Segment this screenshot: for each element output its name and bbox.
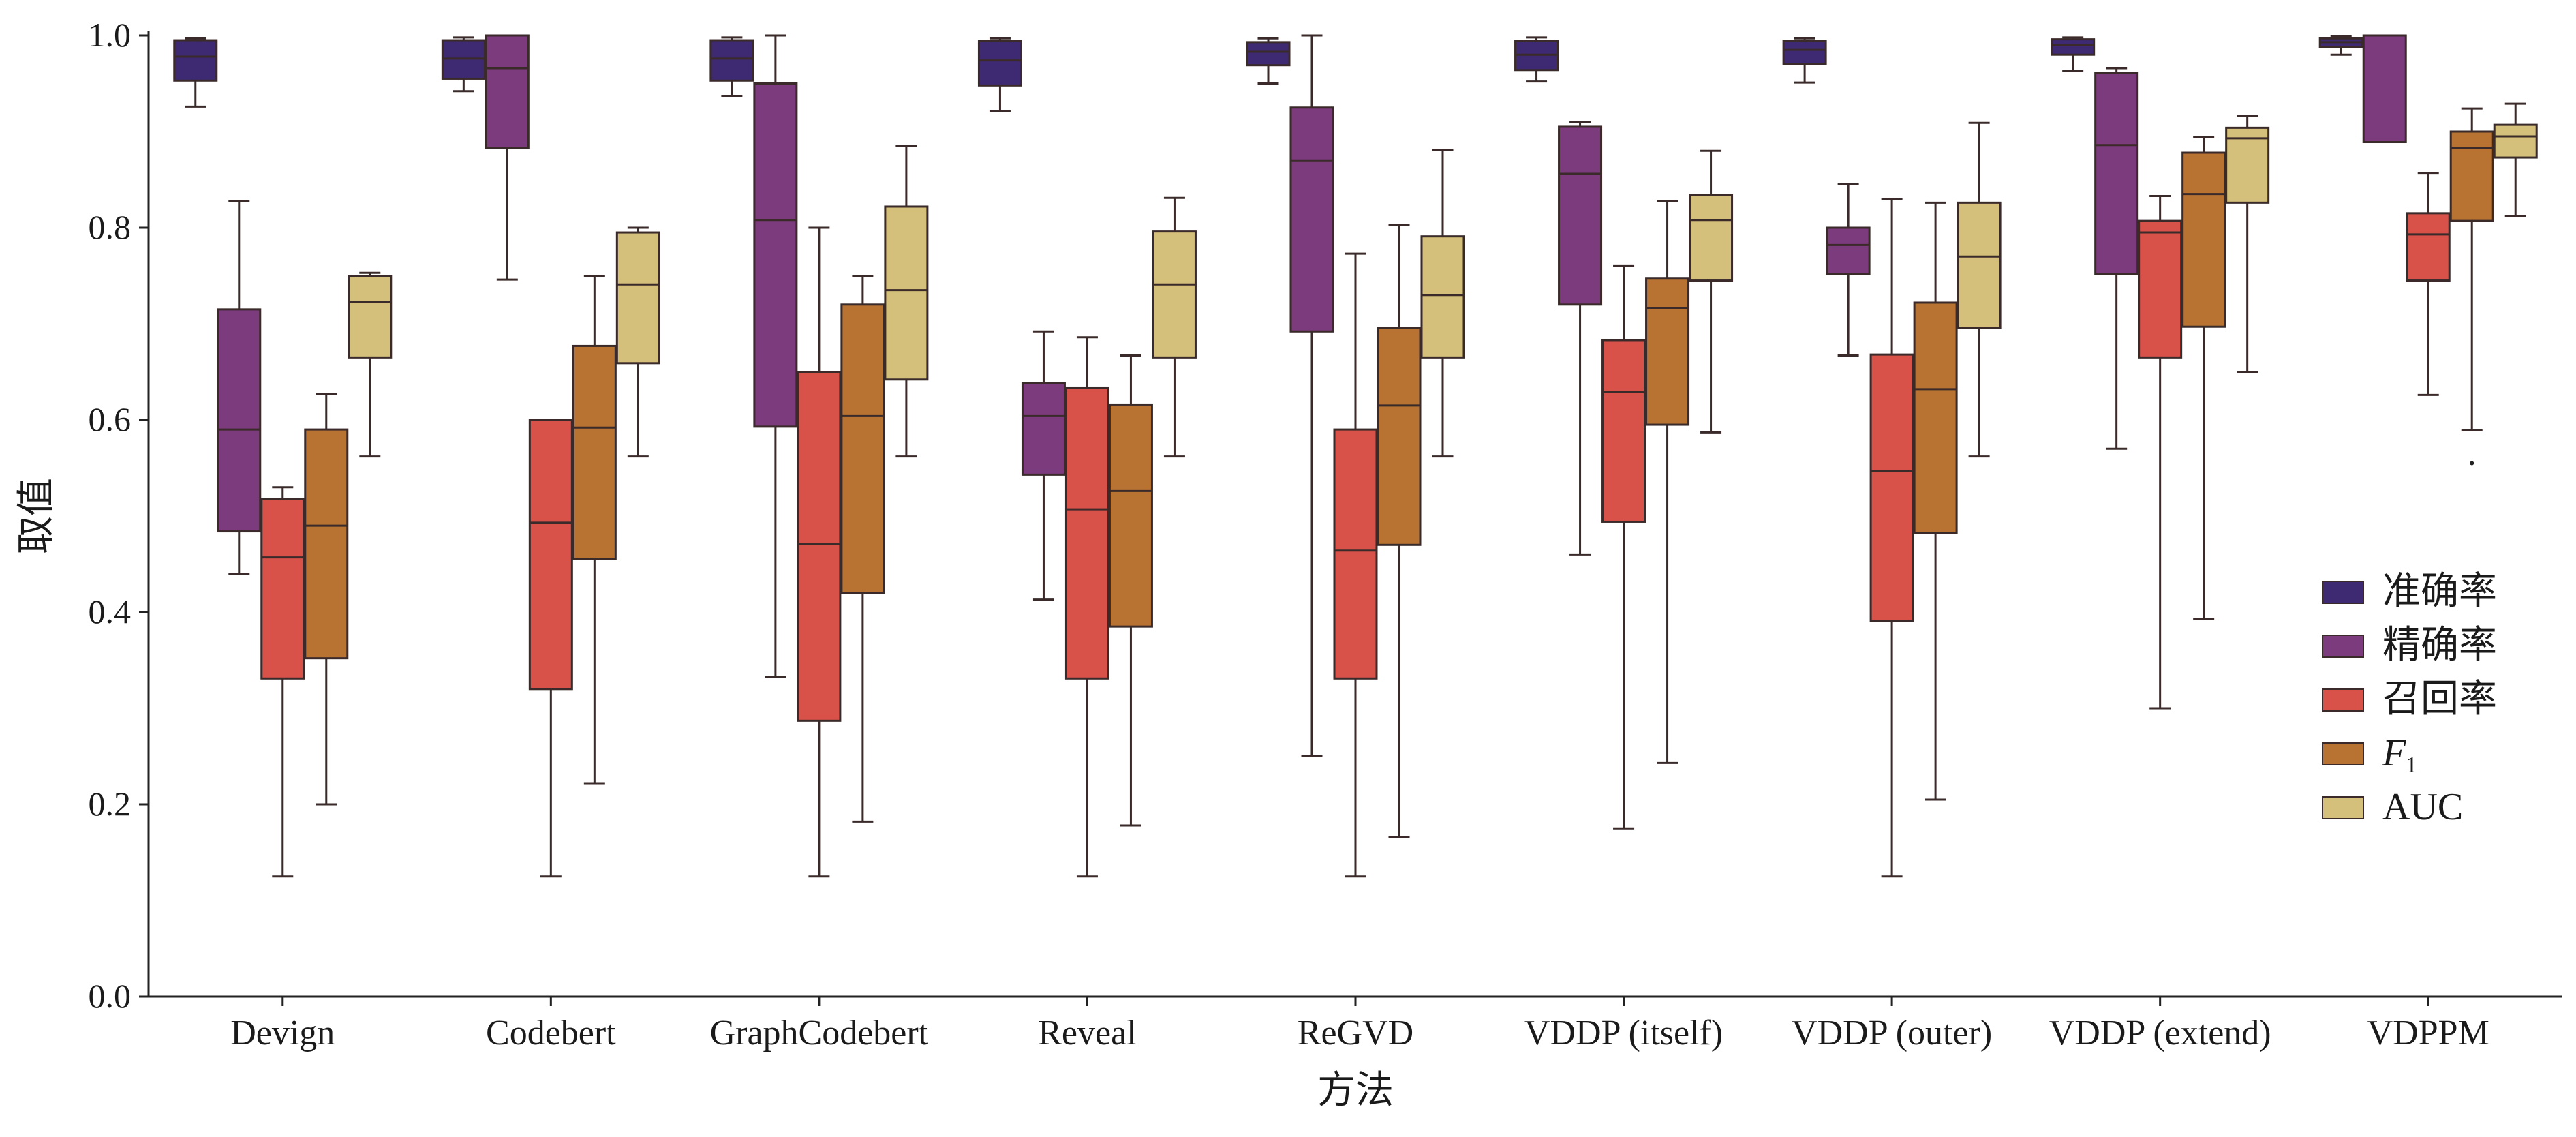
box-召回率 xyxy=(1333,428,1378,680)
x-tick-label: Devign xyxy=(230,1014,335,1052)
x-tick-label: GraphCodebert xyxy=(710,1014,929,1052)
box-精确率 xyxy=(1826,226,1871,275)
box-精确率 xyxy=(2362,34,2407,144)
box-精确率 xyxy=(485,34,530,149)
box-AUC xyxy=(884,205,929,381)
box-F1 xyxy=(572,344,617,560)
box-召回率 xyxy=(1869,353,1914,622)
legend-label: 召回率 xyxy=(2382,678,2497,721)
box-召回率 xyxy=(1064,386,1109,680)
box-召回率 xyxy=(1601,339,1646,523)
box-F1 xyxy=(304,428,349,660)
box-AUC xyxy=(2493,123,2538,159)
box-AUC xyxy=(1957,201,2002,329)
legend-swatch xyxy=(2322,635,2364,658)
x-tick-label: VDDP (extend) xyxy=(2049,1014,2271,1052)
box-准确率 xyxy=(1246,41,1291,67)
legend-swatch xyxy=(2322,742,2364,765)
x-tick-label: Reveal xyxy=(1038,1014,1136,1052)
box-准确率 xyxy=(1782,40,1827,65)
box-F1 xyxy=(840,303,885,594)
legend-label: AUC xyxy=(2382,786,2463,828)
box-AUC xyxy=(348,275,393,359)
box-召回率 xyxy=(797,371,842,722)
box-outlier xyxy=(2470,461,2474,466)
box-F1 xyxy=(1108,403,1153,628)
box-准确率 xyxy=(2051,38,2096,56)
legend-swatch xyxy=(2322,688,2364,712)
y-tick-label: 0.6 xyxy=(89,400,132,438)
box-准确率 xyxy=(173,39,218,82)
y-axis-label: 取值 xyxy=(16,478,58,554)
box-召回率 xyxy=(528,419,573,691)
box-召回率 xyxy=(2138,219,2183,359)
legend-label: 精确率 xyxy=(2382,624,2497,667)
box-AUC xyxy=(1152,230,1197,359)
y-tick-label: 0.4 xyxy=(89,592,132,631)
box-准确率 xyxy=(709,39,754,82)
box-F1 xyxy=(2181,151,2226,328)
box-精确率 xyxy=(1021,382,1066,476)
box-精确率 xyxy=(1558,125,1603,306)
box-AUC xyxy=(1420,235,1465,359)
box-召回率 xyxy=(260,498,305,680)
x-tick-label: ReGVD xyxy=(1298,1014,1413,1052)
legend-swatch xyxy=(2322,581,2364,604)
x-tick-label: VDDP (itself) xyxy=(1524,1014,1723,1052)
box-AUC xyxy=(1689,194,1734,282)
box-F1 xyxy=(2449,130,2494,222)
box-精确率 xyxy=(2094,72,2139,275)
y-tick-label: 0.8 xyxy=(89,208,132,246)
y-tick-label: 0.2 xyxy=(89,785,132,823)
box-F1 xyxy=(1913,301,1958,534)
box-AUC xyxy=(2225,126,2270,204)
legend-label: F xyxy=(2382,732,2406,774)
box-召回率 xyxy=(2406,212,2451,282)
box-精确率 xyxy=(753,82,798,428)
box-精确率 xyxy=(217,308,262,533)
x-tick-label: VDDP (outer) xyxy=(1792,1014,1992,1052)
box-精确率 xyxy=(1289,106,1334,333)
legend-swatch xyxy=(2322,796,2364,819)
box-F1 xyxy=(1377,327,1422,546)
legend-label: 准确率 xyxy=(2382,571,2497,613)
x-tick-label: Codebert xyxy=(486,1014,616,1052)
x-axis-label: 方法 xyxy=(1317,1070,1394,1112)
box-AUC xyxy=(615,231,660,365)
box-准确率 xyxy=(977,40,1022,87)
y-tick-label: 1.0 xyxy=(89,16,132,54)
box-F1 xyxy=(1645,277,1690,426)
x-tick-label: VDPPM xyxy=(2367,1014,2489,1052)
y-tick-label: 0.0 xyxy=(89,977,132,1015)
legend-label-subscript: 1 xyxy=(2406,753,2417,778)
